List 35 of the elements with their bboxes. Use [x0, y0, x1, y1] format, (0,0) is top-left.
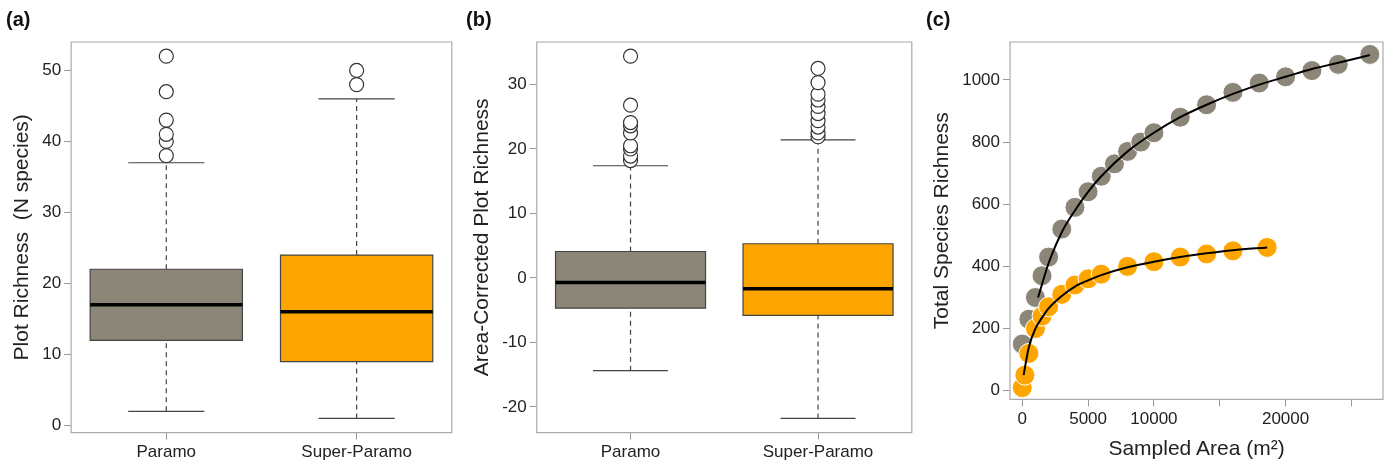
x-tick-label: Paramo [136, 442, 197, 462]
y-tick-label: 30 [42, 202, 62, 222]
y-tick-label: 0 [990, 380, 1001, 400]
y-tick-label: 800 [971, 131, 1001, 151]
x-tick-label: Super-Paramo [301, 442, 412, 462]
y-tick-label: 10 [507, 203, 527, 223]
point [1014, 364, 1036, 386]
x-tick-label: 10000 [1130, 409, 1178, 429]
y-tick-label: 400 [971, 256, 1001, 276]
x-tick-label: Paramo [600, 442, 661, 462]
chart-title: (b) [466, 7, 492, 30]
x-tick-label: 0 [1017, 409, 1027, 429]
point [1256, 236, 1278, 258]
y-axis-title: Plot Richness (N species) [9, 114, 33, 361]
y-tick-label: 10 [42, 344, 62, 364]
chart-title: (a) [6, 7, 31, 30]
y-tick-label: 200 [971, 318, 1001, 338]
y-tick-label: 40 [42, 131, 62, 151]
y-tick-label: 30 [507, 74, 527, 94]
y-axis-title: Total Species Richness [929, 112, 953, 330]
x-tick-label: Super-Paramo [762, 442, 874, 462]
y-tick-label: -10 [502, 332, 527, 352]
y-tick-label: 20 [507, 138, 527, 158]
x-tick-label: 5000 [1069, 409, 1107, 429]
y-axis-title: Area-Corrected Plot Richness [469, 98, 493, 377]
y-tick-label: 600 [971, 193, 1001, 213]
y-tick-label: 1000 [962, 69, 1001, 89]
y-tick-label: -20 [502, 396, 527, 416]
point [1359, 43, 1381, 65]
chart-title: (c) [926, 7, 951, 30]
x-tick-label: 20000 [1261, 409, 1310, 429]
y-tick-label: 50 [42, 60, 62, 80]
y-tick-label: 0 [517, 267, 527, 287]
x-axis-title: Sampled Area (m²) [1108, 436, 1285, 460]
y-tick-label: 20 [42, 273, 62, 293]
